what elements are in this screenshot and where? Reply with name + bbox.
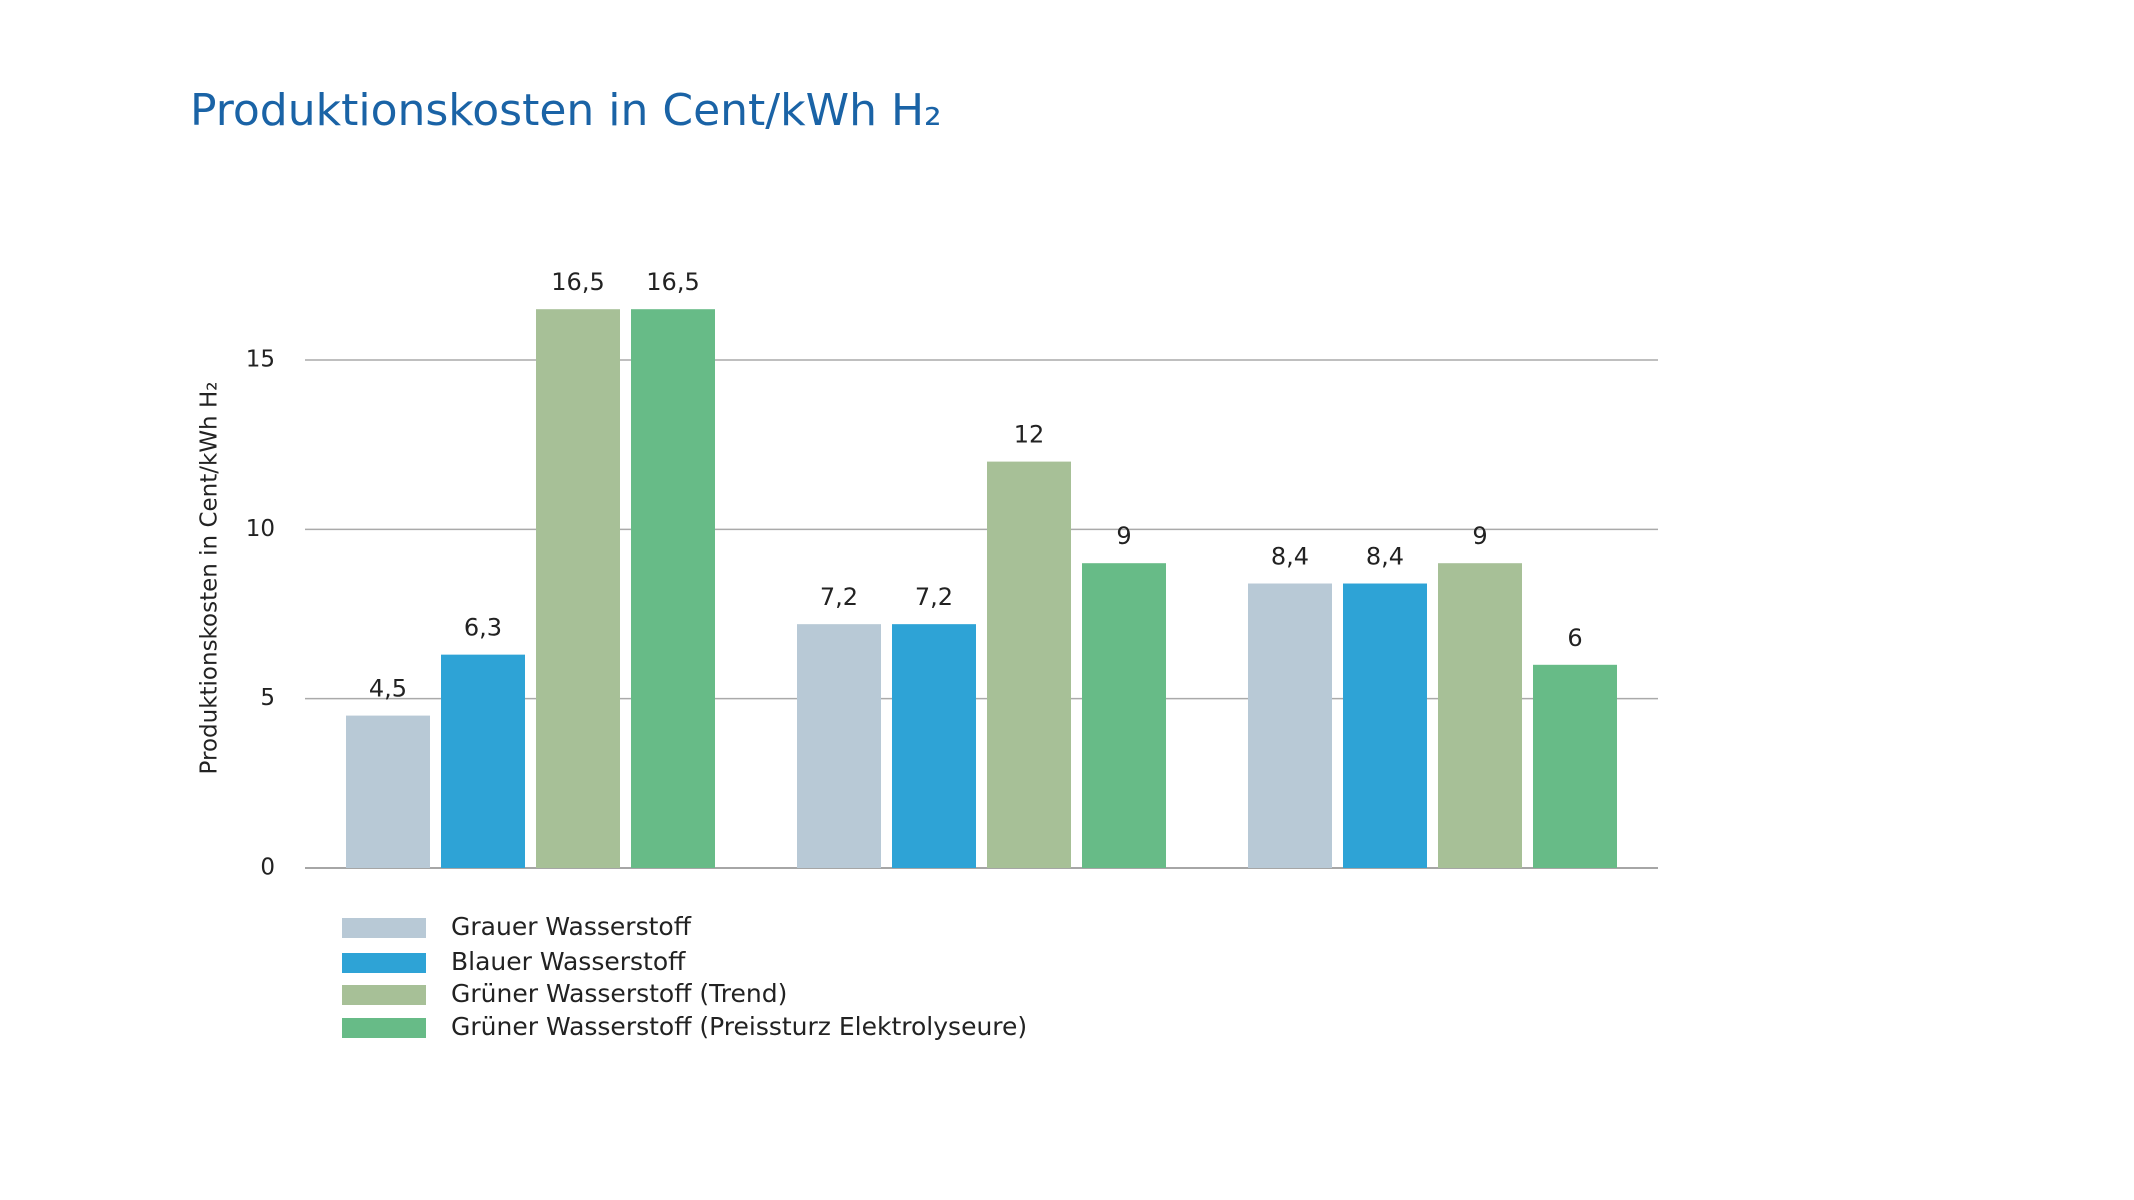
bar [1438, 563, 1522, 868]
chart-title: Produktionskosten in Cent/kWh H₂ [190, 85, 942, 136]
bar [441, 654, 525, 868]
value-label: 16,5 [551, 268, 604, 296]
value-label: 4,5 [369, 675, 407, 703]
legend-label: Grauer Wasserstoff [451, 912, 692, 941]
bar [536, 309, 620, 868]
value-label: 12 [1014, 421, 1045, 449]
y-tick-label: 5 [260, 685, 275, 711]
value-label: 9 [1472, 522, 1487, 550]
legend-label: Blauer Wasserstoff [451, 947, 686, 976]
value-label: 8,4 [1366, 543, 1404, 571]
value-label: 16,5 [646, 268, 699, 296]
bar [1533, 664, 1617, 868]
value-label: 7,2 [820, 583, 858, 611]
legend-swatch [342, 953, 426, 973]
y-tick-label: 10 [246, 516, 275, 542]
value-label: 8,4 [1271, 543, 1309, 571]
bar [1082, 563, 1166, 868]
value-label: 9 [1116, 522, 1131, 550]
bar [1248, 583, 1332, 868]
legend-swatch [342, 1018, 426, 1038]
legend-label: Grüner Wasserstoff (Preissturz Elektroly… [451, 1012, 1027, 1041]
bar [987, 461, 1071, 868]
bar [631, 309, 715, 868]
bar [346, 715, 430, 868]
value-label: 6 [1567, 624, 1582, 652]
bar [892, 624, 976, 868]
y-axis-label: Produktionskosten in Cent/kWh H₂ [197, 382, 223, 775]
legend-swatch [342, 918, 426, 938]
bar [797, 624, 881, 868]
legend-swatch [342, 985, 426, 1005]
value-label: 7,2 [915, 583, 953, 611]
y-tick-label: 0 [260, 855, 275, 881]
y-tick-label: 15 [246, 347, 275, 373]
legend-label: Grüner Wasserstoff (Trend) [451, 979, 787, 1008]
value-label: 6,3 [464, 614, 502, 642]
bar [1343, 583, 1427, 868]
